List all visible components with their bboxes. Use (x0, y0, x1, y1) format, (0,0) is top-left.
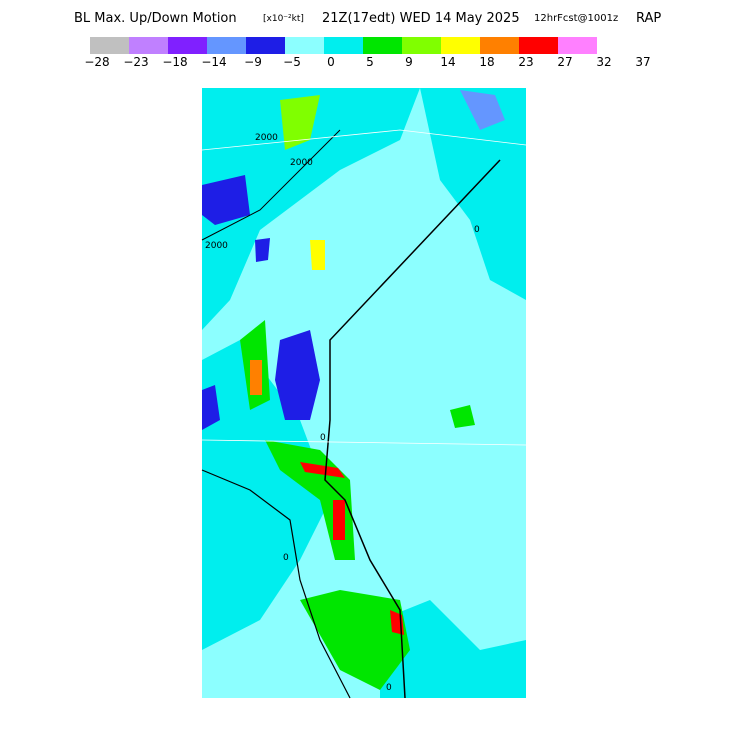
map: 2000 2000 2000 0 0 0 0 (201, 88, 527, 699)
legend-swatch (480, 37, 519, 54)
units: [x10⁻²kt] (263, 14, 304, 24)
legend-label: −28 (84, 55, 109, 69)
legend-label: −18 (162, 55, 187, 69)
title: BL Max. Up/Down Motion (74, 11, 237, 26)
legend-swatch (168, 37, 207, 54)
legend-swatch (402, 37, 441, 54)
contour-label: 2000 (290, 158, 313, 168)
legend-label: −9 (244, 55, 262, 69)
legend-swatch (129, 37, 168, 54)
legend-label: −14 (201, 55, 226, 69)
legend-label: 14 (440, 55, 455, 69)
legend-swatch (246, 37, 285, 54)
legend-swatch (90, 37, 129, 54)
forecast: 12hrFcst@1001z (534, 13, 618, 24)
contour-label: 0 (386, 683, 392, 693)
legend-swatch (363, 37, 402, 54)
contour-label: 2000 (205, 241, 228, 251)
legend-label: 9 (405, 55, 413, 69)
legend-swatch (558, 37, 597, 54)
legend-swatch (519, 37, 558, 54)
legend-label: 32 (596, 55, 611, 69)
legend-label: 0 (327, 55, 335, 69)
legend-label: −5 (283, 55, 301, 69)
model: RAP (636, 11, 661, 26)
legend-label: −23 (123, 55, 148, 69)
contour-label: 0 (283, 553, 289, 563)
legend-label: 18 (479, 55, 494, 69)
contour-label: 0 (474, 225, 480, 235)
legend-swatch (324, 37, 363, 54)
legend-label: 27 (557, 55, 572, 69)
contour-label: 0 (320, 433, 326, 443)
legend: −28 −23 −18 −14 −9 −5 0 5 9 14 18 23 27 32 37 (84, 37, 651, 69)
contour-label: 2000 (255, 133, 278, 143)
legend-label: 37 (635, 55, 650, 69)
legend-swatch (285, 37, 324, 54)
legend-swatch (207, 37, 246, 54)
legend-label: 5 (366, 55, 374, 69)
legend-label: 23 (518, 55, 533, 69)
legend-swatch (441, 37, 480, 54)
valid-time: 21Z(17edt) WED 14 May 2025 (322, 11, 520, 26)
